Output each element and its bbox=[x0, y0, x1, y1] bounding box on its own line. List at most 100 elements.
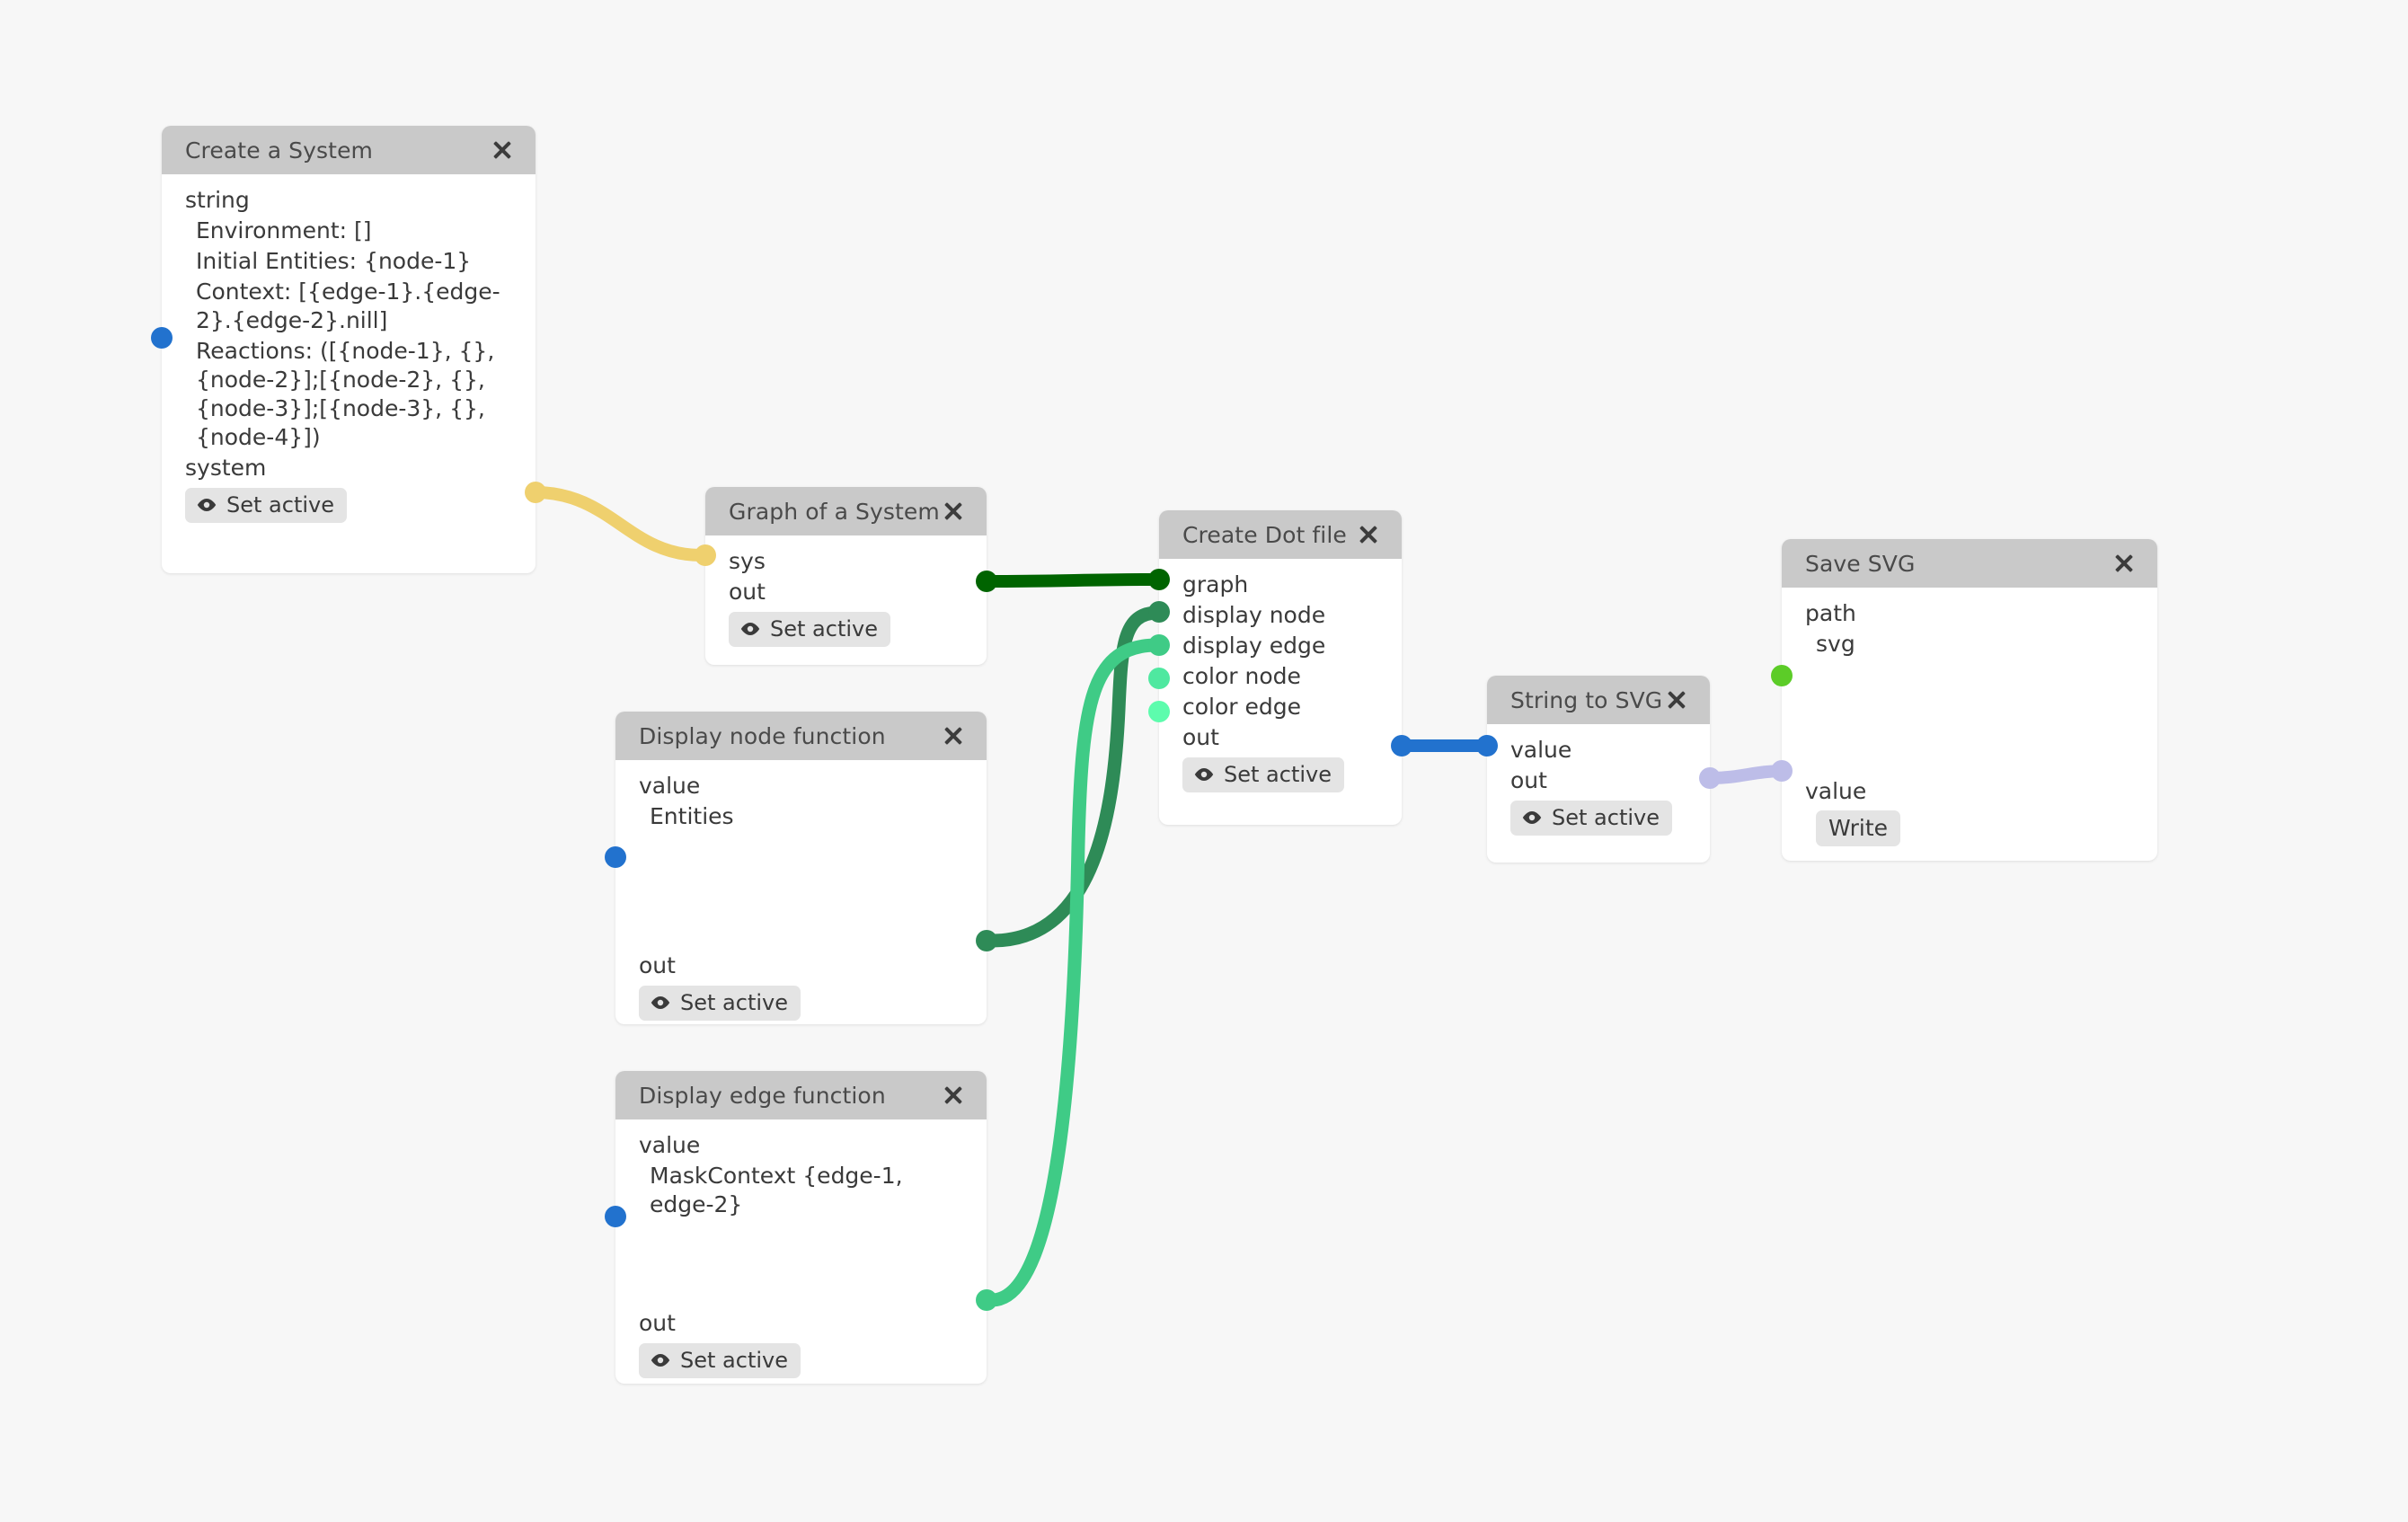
spacer bbox=[615, 832, 987, 951]
node-body: graph display node display edge color no… bbox=[1159, 559, 1402, 807]
port-create-dot-file-color-edge-input[interactable] bbox=[1148, 701, 1170, 722]
port-display-node-function-value-input[interactable] bbox=[605, 846, 626, 868]
eye-icon bbox=[739, 622, 761, 636]
port-display-edge-function-value-input[interactable] bbox=[605, 1206, 626, 1227]
port-create-a-system-system-output[interactable] bbox=[525, 482, 546, 503]
node-header[interactable]: Graph of a System bbox=[705, 487, 987, 535]
value-reactions: Reactions: ([{node-1}, {}, {node-2}];[{n… bbox=[196, 338, 495, 450]
port-graph-of-a-system-out-output[interactable] bbox=[976, 571, 997, 592]
port-label-color-node: color node bbox=[1182, 663, 1301, 689]
value-initial-entities: Initial Entities: {node-1} bbox=[196, 248, 472, 274]
eye-icon bbox=[1193, 767, 1215, 782]
node-body: value MaskContext {edge-1, edge-2} out S… bbox=[615, 1119, 987, 1393]
value-svg: svg bbox=[1816, 631, 1855, 657]
node-create-a-system[interactable]: Create a System string Environment: [] I… bbox=[151, 126, 546, 573]
value-environment: Environment: [] bbox=[196, 217, 372, 243]
edge-display-node-out-to-display-node bbox=[985, 606, 1164, 948]
node-title: Display node function bbox=[639, 722, 886, 749]
write-label: Write bbox=[1828, 815, 1889, 841]
port-label-sys: sys bbox=[729, 548, 766, 574]
port-label-display-edge: display edge bbox=[1182, 633, 1326, 659]
node-create-dot-file[interactable]: Create Dot file graph display node displ… bbox=[1148, 510, 1412, 825]
port-label-graph: graph bbox=[1182, 571, 1249, 597]
node-body: value Entities out Set active bbox=[615, 760, 987, 1035]
port-label-value: value bbox=[1510, 737, 1572, 763]
port-create-a-system-string-input[interactable] bbox=[151, 327, 173, 349]
port-label-out: out bbox=[1510, 767, 1547, 793]
edge-graph-out-to-graph bbox=[980, 573, 1164, 588]
set-active-button[interactable]: Set active bbox=[729, 612, 890, 647]
set-active-label: Set active bbox=[226, 492, 334, 518]
node-save-svg[interactable]: Save SVG path svg value Write bbox=[1771, 539, 2157, 861]
node-title: Create a System bbox=[185, 137, 374, 164]
edge-display-edge-out-to-display-edge bbox=[985, 638, 1164, 1307]
port-label-value: value bbox=[1805, 778, 1867, 804]
close-icon[interactable] bbox=[1355, 521, 1382, 548]
port-label-value: value bbox=[639, 773, 701, 799]
port-label-out: out bbox=[729, 579, 766, 605]
node-graph-of-a-system[interactable]: Graph of a System sys out Set active bbox=[695, 487, 997, 665]
port-label-display-node: display node bbox=[1182, 602, 1326, 628]
close-icon[interactable] bbox=[940, 1082, 967, 1109]
node-title: Display edge function bbox=[639, 1082, 886, 1109]
port-display-edge-function-out-output[interactable] bbox=[976, 1289, 997, 1311]
set-active-button[interactable]: Set active bbox=[639, 986, 801, 1021]
node-body: sys out Set active bbox=[705, 535, 987, 661]
set-active-button[interactable]: Set active bbox=[1510, 801, 1672, 836]
port-display-node-function-out-output[interactable] bbox=[976, 930, 997, 951]
port-create-dot-file-color-node-input[interactable] bbox=[1148, 668, 1170, 689]
node-header[interactable]: String to SVG bbox=[1487, 676, 1710, 724]
set-active-label: Set active bbox=[680, 1348, 788, 1373]
eye-icon bbox=[650, 1353, 671, 1367]
write-button[interactable]: Write bbox=[1816, 810, 1901, 846]
close-icon[interactable] bbox=[1663, 686, 1690, 713]
set-active-button[interactable]: Set active bbox=[639, 1343, 801, 1378]
set-active-button[interactable]: Set active bbox=[185, 488, 347, 523]
port-label-color-edge: color edge bbox=[1182, 694, 1302, 720]
set-active-label: Set active bbox=[680, 990, 788, 1015]
eye-icon bbox=[196, 498, 217, 512]
close-icon[interactable] bbox=[940, 498, 967, 525]
node-string-to-svg[interactable]: String to SVG value out Set active bbox=[1476, 676, 1721, 863]
node-header[interactable]: Display edge function bbox=[615, 1071, 987, 1119]
close-icon[interactable] bbox=[489, 137, 516, 164]
value-context: Context: [{edge-1}.{edge-2}.{edge-2}.nil… bbox=[196, 279, 500, 333]
node-display-node-function[interactable]: Display node function value Entities out… bbox=[605, 712, 997, 1024]
node-header[interactable]: Create Dot file bbox=[1159, 510, 1402, 559]
eye-icon bbox=[1521, 810, 1543, 825]
port-create-dot-file-display-edge-input[interactable] bbox=[1148, 634, 1170, 656]
port-label-path: path bbox=[1805, 600, 1856, 626]
port-graph-of-a-system-sys-input[interactable] bbox=[695, 544, 716, 566]
port-save-svg-path-input[interactable] bbox=[1771, 665, 1793, 686]
port-string-to-svg-value-input[interactable] bbox=[1476, 735, 1498, 757]
node-title: String to SVG bbox=[1510, 686, 1663, 713]
node-header[interactable]: Save SVG bbox=[1782, 539, 2157, 588]
port-label-out: out bbox=[639, 1310, 676, 1336]
node-body: value out Set active bbox=[1487, 724, 1710, 850]
port-label-value: value bbox=[639, 1132, 701, 1158]
port-create-dot-file-display-node-input[interactable] bbox=[1148, 601, 1170, 623]
node-display-edge-function[interactable]: Display edge function value MaskContext … bbox=[605, 1071, 997, 1384]
edge-system-to-sys bbox=[529, 486, 707, 562]
port-label-out: out bbox=[639, 952, 676, 978]
close-icon[interactable] bbox=[940, 722, 967, 749]
spacer bbox=[615, 1220, 987, 1308]
close-icon[interactable] bbox=[2111, 550, 2138, 577]
port-label-string: string bbox=[185, 187, 250, 213]
set-active-label: Set active bbox=[770, 616, 878, 642]
node-title: Save SVG bbox=[1805, 550, 1916, 577]
value-maskcontext: MaskContext {edge-1, edge-2} bbox=[650, 1163, 903, 1217]
set-active-label: Set active bbox=[1552, 805, 1660, 830]
node-body: string Environment: [] Initial Entities:… bbox=[162, 174, 536, 537]
port-label-system: system bbox=[185, 455, 267, 481]
port-create-dot-file-graph-input[interactable] bbox=[1148, 569, 1170, 590]
port-save-svg-value-input[interactable] bbox=[1771, 760, 1793, 782]
port-create-dot-file-out-output[interactable] bbox=[1391, 735, 1412, 757]
eye-icon bbox=[650, 995, 671, 1010]
value-entities: Entities bbox=[650, 803, 734, 829]
port-string-to-svg-out-output[interactable] bbox=[1699, 767, 1721, 789]
node-header[interactable]: Create a System bbox=[162, 126, 536, 174]
node-header[interactable]: Display node function bbox=[615, 712, 987, 760]
set-active-button[interactable]: Set active bbox=[1182, 757, 1344, 792]
